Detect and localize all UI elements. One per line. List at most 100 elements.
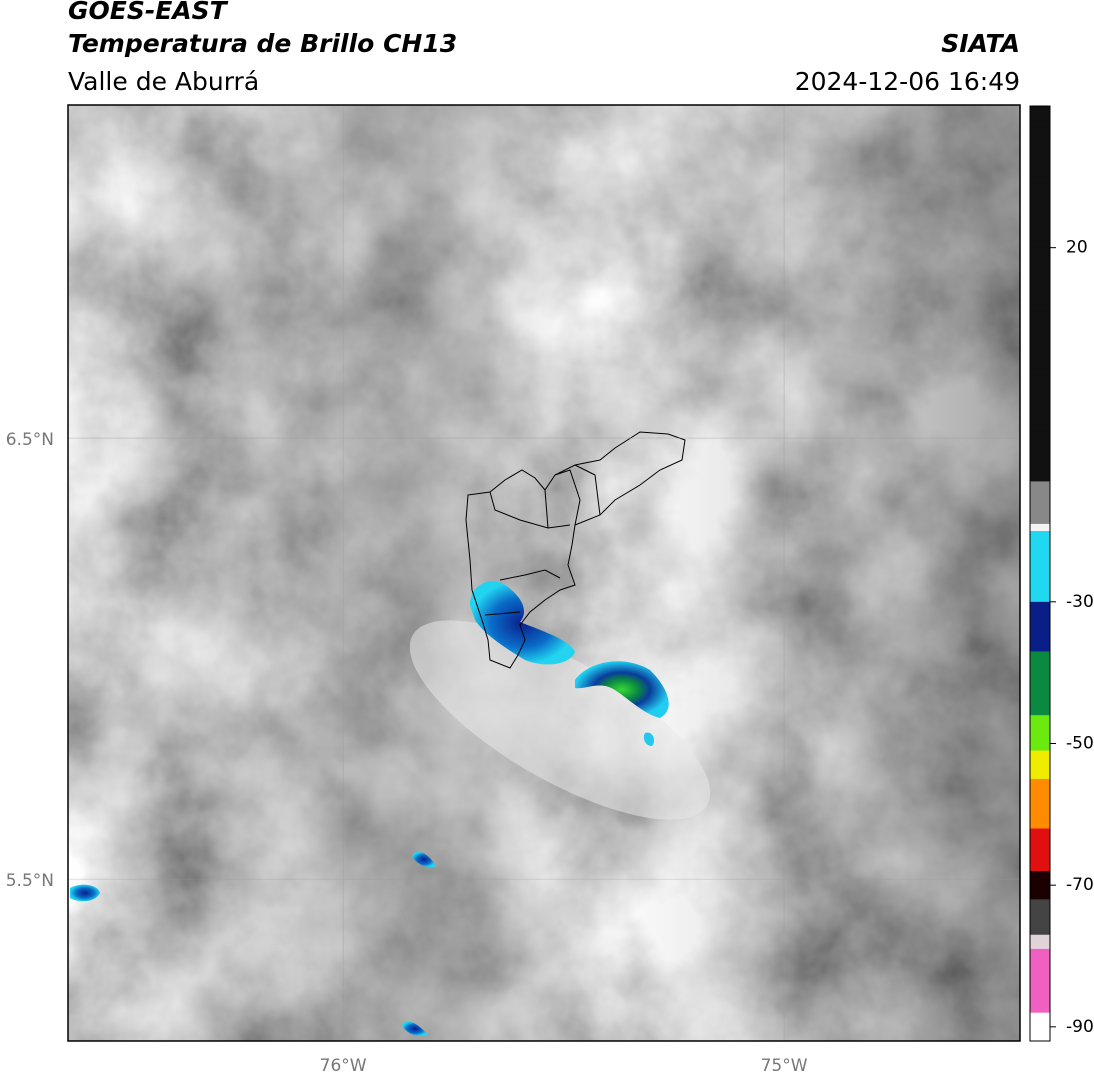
colorbar-step (1030, 481, 1050, 490)
colorbar-tick-label: -50 (1066, 734, 1094, 754)
cold-cloud (575, 661, 669, 718)
colorbar-step (1030, 786, 1050, 794)
colorbar-step (1030, 261, 1050, 270)
colorbar-step (1030, 934, 1050, 943)
colorbar-step (1030, 353, 1050, 362)
colorbar-step (1030, 290, 1050, 298)
colorbar-step (1030, 474, 1050, 483)
colorbar-step (1030, 835, 1050, 844)
colorbar-step (1030, 878, 1050, 886)
colorbar-step (1030, 332, 1050, 341)
subtitle: Temperatura de Brillo CH13 (68, 29, 457, 58)
colorbar-step (1030, 431, 1050, 440)
colorbar-step (1030, 693, 1050, 702)
colorbar-step (1030, 219, 1050, 228)
colorbar-step (1030, 467, 1050, 475)
colorbar-step (1030, 169, 1050, 178)
colorbar-step (1030, 715, 1050, 723)
basin-outline (465, 431, 686, 669)
colorbar-step (1030, 807, 1050, 815)
colorbar-step (1030, 729, 1050, 738)
colorbar-step (1030, 616, 1050, 624)
colorbar-step (1030, 276, 1050, 284)
colorbar-step (1030, 984, 1050, 993)
colorbar-step (1030, 920, 1050, 929)
colorbar-step (1030, 120, 1050, 128)
colorbar-step (1030, 998, 1050, 1007)
colorbar-step (1030, 552, 1050, 560)
colorbar-step (1030, 106, 1050, 114)
cold-cloud (402, 1021, 428, 1036)
map-frame (67, 104, 1021, 1042)
region: Valle de Aburrá (68, 67, 259, 96)
colorbar-step (1030, 410, 1050, 419)
colorbar-step (1030, 672, 1050, 681)
colorbar-step (1030, 913, 1050, 922)
colorbar-step (1030, 991, 1050, 1000)
colorbar-step (1030, 814, 1050, 823)
colorbar-step (1030, 885, 1050, 893)
source: SIATA (941, 29, 1020, 58)
colorbar-step (1030, 573, 1050, 582)
colorbar-step (1030, 566, 1050, 575)
colorbar-step (1030, 623, 1050, 631)
colorbar-step (1030, 722, 1050, 730)
cold-cloud (470, 581, 575, 665)
colorbar-step (1030, 927, 1050, 936)
cold-cloud (70, 884, 100, 902)
colorbar-step (1030, 757, 1050, 766)
colorbar-step (1030, 183, 1050, 192)
colorbar-step (1030, 899, 1050, 908)
colorbar-step (1030, 325, 1050, 334)
colorbar-step (1030, 254, 1050, 263)
colorbar-step (1030, 318, 1050, 327)
colorbar-step (1030, 594, 1050, 603)
colorbar-step (1030, 212, 1050, 220)
colorbar-step (1030, 417, 1050, 426)
colorbar-step (1030, 630, 1050, 638)
colorbar-step (1030, 608, 1050, 617)
x-tick-label: 75°W (761, 1056, 808, 1076)
colorbar-step (1030, 686, 1050, 695)
colorbar-step (1030, 948, 1050, 957)
colorbar-tick-label: 20 (1066, 238, 1088, 258)
colorbar-step (1030, 587, 1050, 596)
colorbar-step (1030, 701, 1050, 709)
colorbar-step (1030, 644, 1050, 653)
colorbar-step (1030, 339, 1050, 348)
colorbar-tick-label: -30 (1066, 592, 1094, 612)
colorbar-step (1030, 127, 1050, 135)
colorbar-step (1030, 778, 1050, 787)
colorbar-step (1030, 396, 1050, 405)
colorbar-step (1030, 523, 1050, 532)
graticule (68, 105, 1020, 1041)
colorbar-step (1030, 191, 1050, 199)
colorbar-step (1030, 849, 1050, 858)
colorbar-step (1030, 750, 1050, 759)
colorbar-frame (1029, 105, 1051, 1042)
colorbar-step (1030, 559, 1050, 568)
colorbar-step (1030, 665, 1050, 674)
colorbar-step (1030, 871, 1050, 879)
colorbar-step (1030, 771, 1050, 780)
colorbar-step (1030, 708, 1050, 716)
bright-cloud (409, 620, 711, 820)
colorbar-step (1030, 516, 1050, 525)
colorbar-step (1030, 155, 1050, 164)
colorbar-step (1030, 495, 1050, 504)
colorbar-step (1030, 446, 1050, 454)
colorbar-step (1030, 162, 1050, 171)
colorbar-step (1030, 198, 1050, 206)
y-tick-label: 6.5°N (6, 430, 54, 450)
colorbar-step (1030, 460, 1050, 468)
colorbar-step (1030, 268, 1050, 277)
colorbar-step (1030, 601, 1050, 610)
colorbar-step (1030, 205, 1050, 213)
colorbar-step (1030, 941, 1050, 950)
colorbar-step (1030, 148, 1050, 157)
colorbar-step (1030, 1033, 1050, 1042)
colorbar-step (1030, 283, 1050, 291)
colorbar-step (1030, 736, 1050, 745)
colorbar-step (1030, 538, 1050, 546)
